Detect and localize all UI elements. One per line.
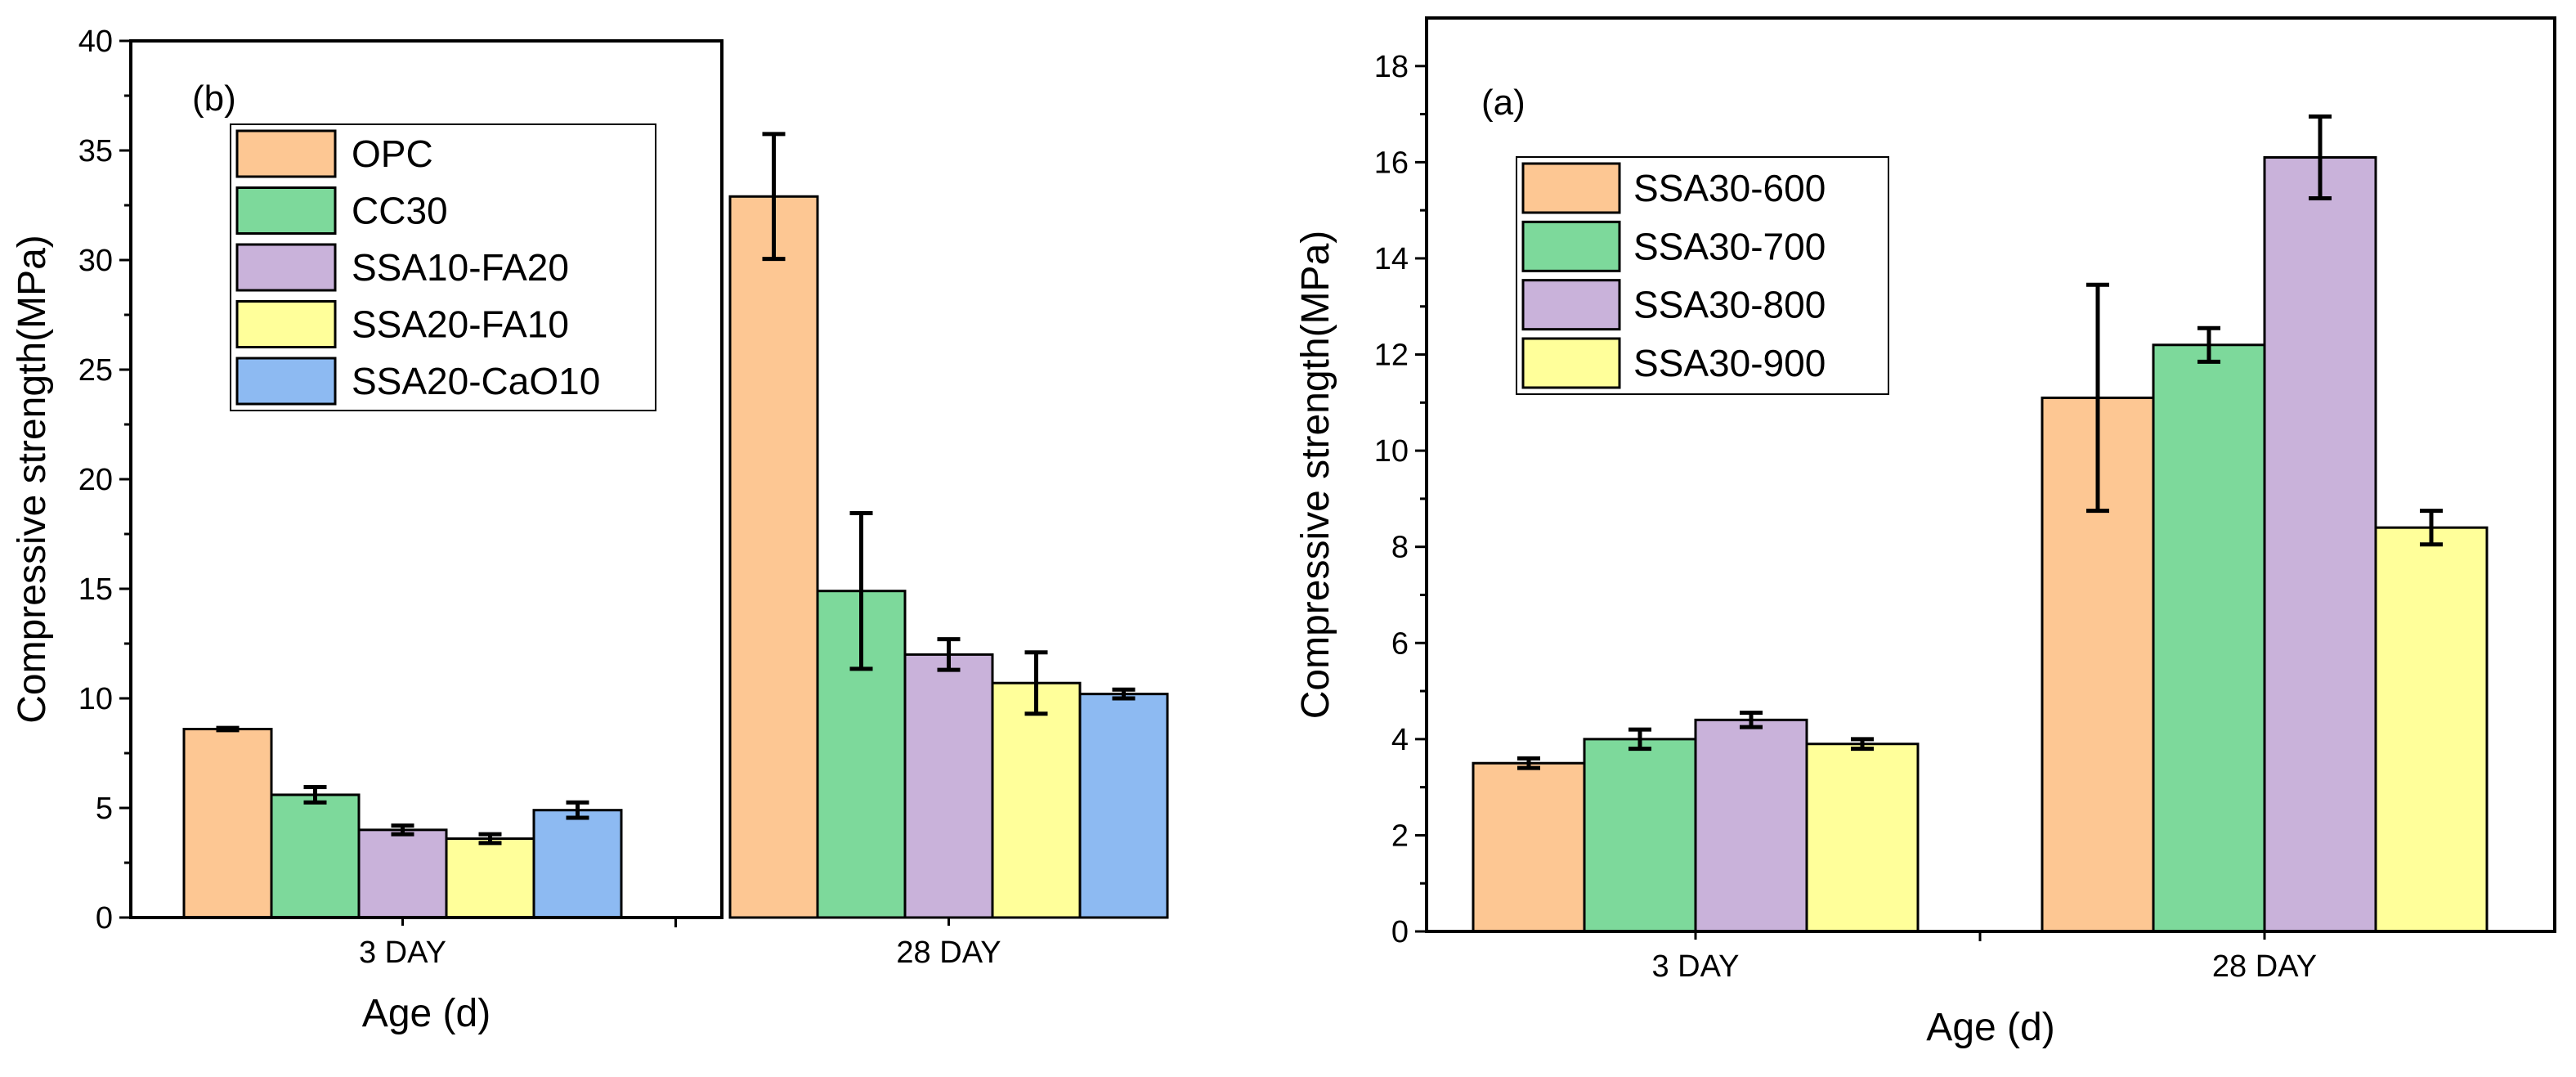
error-bar-ssa30-600-3-day <box>1517 756 1540 770</box>
y-tick-label: 15 <box>78 572 113 607</box>
error-bar-ssa30-800-28-day <box>2309 114 2332 200</box>
panel-label: (b) <box>192 79 236 119</box>
error-bar-opc-28-day <box>762 132 786 262</box>
chart-panel-a: 0 2 4 6 8 10 12 14 16 18 3 DAY 28 DAY Age (d) Compres… <box>1294 16 2556 1049</box>
legend-label-cc30: CC30 <box>352 190 448 232</box>
error-bar-ssa10-fa20-3-day <box>391 823 414 837</box>
bar-ssa20-cao10-3-day <box>532 809 623 919</box>
y-tick-label: 10 <box>78 682 113 716</box>
bar-ssa30-700-3-day <box>1583 738 1697 933</box>
error-bar-cc30-28-day <box>849 511 873 671</box>
bar-opc-28-day <box>728 195 819 919</box>
y-tick-label: 10 <box>1374 434 1409 469</box>
legend-label-ssa20-cao10: SSA20-CaO10 <box>352 360 600 402</box>
error-bar-ssa30-700-3-day <box>1628 727 1651 752</box>
error-bar-ssa30-600-28-day <box>2086 282 2109 514</box>
x-axis-title: Age (d) <box>362 992 491 1035</box>
y-axis-title: Compressive strength(MPa) <box>1294 231 1337 720</box>
legend-swatch-opc <box>235 129 337 178</box>
bar-ssa30-900-3-day <box>1805 743 1920 933</box>
legend-label-ssa10-fa20: SSA10-FA20 <box>352 246 569 289</box>
x-tick-label-28-day: 28 DAY <box>2212 949 2317 984</box>
legend-label-ssa30-600: SSA30-600 <box>1633 167 1826 209</box>
y-tick-label: 0 <box>96 901 113 936</box>
panel-label: (a) <box>1481 83 1525 123</box>
y-tick-label: 35 <box>78 134 113 168</box>
error-bar-ssa10-fa20-28-day <box>937 637 961 672</box>
bar-ssa30-700-28-day <box>2152 343 2266 933</box>
y-tick-label: 40 <box>78 25 113 59</box>
error-bar-ssa30-800-3-day <box>1740 711 1763 729</box>
bar-ssa30-900-28-day <box>2374 526 2489 933</box>
legend-label-ssa20-fa10: SSA20-FA10 <box>352 303 569 346</box>
y-tick-label: 18 <box>1374 50 1409 84</box>
y-tick-label: 30 <box>78 244 113 278</box>
x-tick-label-3-day: 3 DAY <box>359 936 446 970</box>
legend-label-ssa30-700: SSA30-700 <box>1633 225 1826 267</box>
y-tick-label: 4 <box>1391 723 1409 757</box>
y-tick-label: 12 <box>1374 339 1409 373</box>
bar-ssa30-600-3-day <box>1472 761 1586 933</box>
error-bar-ssa20-fa10-3-day <box>478 832 502 846</box>
bar-ssa20-fa10-3-day <box>445 837 535 919</box>
error-bar-opc-3-day <box>216 725 240 733</box>
legend-swatch-ssa20-fa10 <box>235 300 337 348</box>
y-tick-label: 16 <box>1374 146 1409 180</box>
bar-ssa30-800-3-day <box>1694 718 1808 933</box>
error-bar-ssa30-700-28-day <box>2197 325 2220 364</box>
x-axis-title: Age (d) <box>1926 1006 2054 1049</box>
y-tick-label: 6 <box>1391 626 1409 661</box>
y-tick-label: 14 <box>1374 242 1409 276</box>
legend-label-opc: OPC <box>352 132 433 175</box>
legend-label-ssa30-900: SSA30-900 <box>1633 342 1826 384</box>
y-axis-title: Compressive strength(MPa) <box>11 235 54 724</box>
legend-label-ssa30-800: SSA30-800 <box>1633 284 1826 326</box>
legend-swatch-cc30 <box>235 186 337 235</box>
legend-swatch-ssa10-fa20 <box>235 243 337 292</box>
error-bar-ssa30-900-3-day <box>1851 737 1874 752</box>
y-tick-label: 8 <box>1391 531 1409 565</box>
error-bar-ssa20-cao10-3-day <box>566 800 589 820</box>
plot-frame <box>1425 16 2556 933</box>
y-tick-label: 20 <box>78 463 113 497</box>
x-tick-label-28-day: 28 DAY <box>896 936 1001 970</box>
chart-panel-b: 0 5 10 15 20 25 30 35 40 3 DAY 28 DAY Age (d) Compre… <box>11 25 1169 1035</box>
bar-cc30-3-day <box>270 793 361 919</box>
legend-swatch-ssa30-700 <box>1521 220 1621 272</box>
y-tick-label: 2 <box>1391 819 1409 853</box>
bar-ssa10-fa20-28-day <box>903 653 994 919</box>
y-tick-label: 0 <box>1391 915 1409 949</box>
error-bar-cc30-3-day <box>303 785 327 805</box>
legend-swatch-ssa30-900 <box>1521 337 1621 389</box>
legend-swatch-ssa30-600 <box>1521 162 1621 214</box>
legend: SSA30-600 SSA30-700 SSA30-800 SSA30-900 <box>1516 156 1889 395</box>
error-bar-ssa20-fa10-28-day <box>1024 650 1048 716</box>
legend-swatch-ssa20-cao10 <box>235 357 337 406</box>
bar-ssa20-fa10-28-day <box>991 681 1082 919</box>
y-tick-label: 25 <box>78 353 113 388</box>
bar-ssa10-fa20-3-day <box>357 828 448 919</box>
y-tick-label: 5 <box>96 792 113 826</box>
error-bar-ssa20-cao10-28-day <box>1112 687 1136 701</box>
legend: OPC CC30 SSA10-FA20 SSA20-FA10 SSA20-CaO10 <box>230 123 656 411</box>
bar-ssa20-cao10-28-day <box>1078 693 1169 919</box>
legend-swatch-ssa30-800 <box>1521 279 1621 331</box>
x-tick-label-3-day: 3 DAY <box>1651 949 1739 984</box>
bar-ssa30-800-28-day <box>2263 155 2377 933</box>
bar-opc-3-day <box>182 728 273 919</box>
error-bar-ssa30-900-28-day <box>2420 509 2443 547</box>
